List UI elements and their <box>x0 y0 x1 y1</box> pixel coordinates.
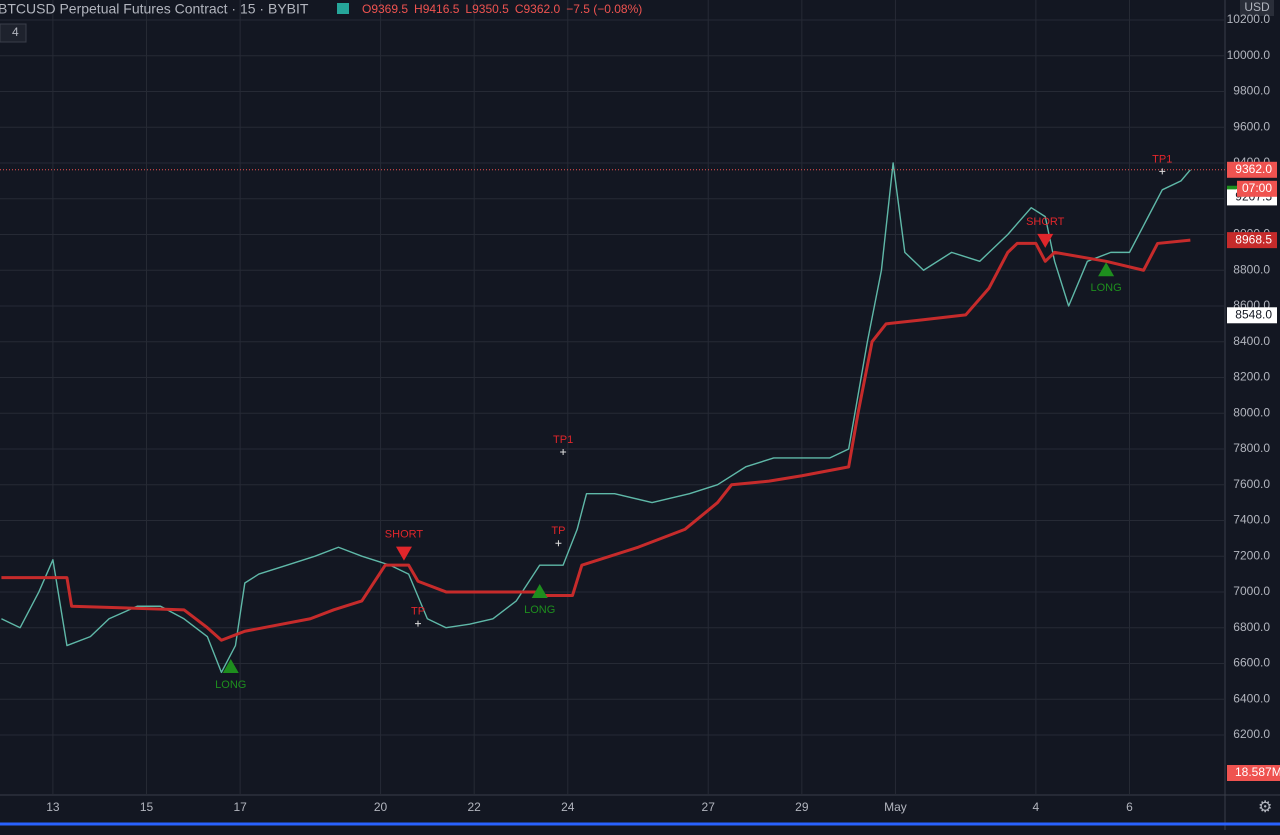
grid <box>0 0 1225 795</box>
tp-marker <box>415 620 422 627</box>
long-marker <box>1098 262 1115 277</box>
ohlc-value: C9362.0 <box>515 2 561 16</box>
signal-label: TP <box>411 606 425 618</box>
countdown: 07:00 <box>1242 181 1272 195</box>
tp-marker <box>560 449 567 456</box>
y-tick-label: 10000.0 <box>1227 48 1271 62</box>
price-tag <box>1227 307 1277 324</box>
tp-marker <box>555 540 562 547</box>
y-tick-label: 7800.0 <box>1233 441 1270 455</box>
x-tick-label: May <box>884 800 907 814</box>
signal-label: LONG <box>1091 282 1122 294</box>
countdown-tag <box>1237 180 1277 197</box>
ohlc-value: O9369.5 <box>362 2 408 16</box>
ohlc-value: −7.5 (−0.08%) <box>566 2 642 16</box>
x-tick-label: 4 <box>1033 800 1040 814</box>
x-tick-label: 22 <box>467 800 481 814</box>
volume-label: 18.587M <box>1235 765 1280 779</box>
x-tick-label: 6 <box>1126 800 1133 814</box>
y-tick-label: 6800.0 <box>1233 620 1270 634</box>
ohlc-legend: O9369.5 H9416.5 L9350.5 C9362.0 −7.5 (−0.08%… <box>362 2 642 16</box>
settings-icon[interactable]: ⚙ <box>1258 799 1272 816</box>
y-tick-label: 6200.0 <box>1233 727 1270 741</box>
y-tick-label: 8400.0 <box>1233 334 1270 348</box>
signal-label: LONG <box>215 679 246 691</box>
y-tick-label: 10200.0 <box>1227 12 1271 26</box>
signal-label: TP1 <box>553 434 573 446</box>
volume-tag <box>1227 765 1280 781</box>
x-tick-label: 17 <box>233 800 247 814</box>
ohlc-value: L9350.5 <box>465 2 509 16</box>
y-tick-label: 6600.0 <box>1233 656 1270 670</box>
x-tick-label: 29 <box>795 800 809 814</box>
long-marker <box>222 659 239 674</box>
x-tick-label: 27 <box>702 800 716 814</box>
x-tick-label: 15 <box>140 800 154 814</box>
status-flag[interactable] <box>337 3 349 14</box>
currency-box <box>1240 0 1274 16</box>
long-marker <box>531 583 548 598</box>
signal-label: SHORT <box>1026 216 1065 228</box>
price-tag <box>1227 232 1277 249</box>
y-tick-label: 7600.0 <box>1233 477 1270 491</box>
indicator-toggle[interactable] <box>0 23 27 43</box>
short-marker <box>1037 233 1054 248</box>
x-tick-label: 24 <box>561 800 575 814</box>
currency: USD <box>1244 0 1270 14</box>
signal-label: TP1 <box>1152 153 1172 165</box>
price-tag-label: 8548.0 <box>1235 307 1272 321</box>
chart-title: BTCUSD Perpetual Futures Contract · 15 ·… <box>0 1 309 17</box>
signal-label: SHORT <box>385 529 424 541</box>
y-tick-label: 8800.0 <box>1233 262 1270 276</box>
price-tag-label: 9362.0 <box>1235 162 1272 176</box>
short-marker <box>395 546 412 561</box>
signal-label: TP <box>551 525 565 537</box>
y-tick-label: 9600.0 <box>1233 119 1270 133</box>
y-tick-label: 8200.0 <box>1233 370 1270 384</box>
price-tag-label: 8968.5 <box>1235 232 1272 246</box>
price-line <box>1 238 1191 642</box>
price-line <box>1 162 1191 674</box>
ohlc-value: H9416.5 <box>414 2 460 16</box>
y-tick-label: 6400.0 <box>1233 691 1270 705</box>
y-tick-label: 7400.0 <box>1233 513 1270 527</box>
price-tag <box>1227 161 1277 178</box>
x-tick-label: 13 <box>46 800 60 814</box>
y-tick-label: 7000.0 <box>1233 584 1270 598</box>
x-tick-label: 20 <box>374 800 388 814</box>
indicator-count: 4 <box>12 25 19 39</box>
y-tick-label: 8000.0 <box>1233 405 1270 419</box>
y-tick-label: 9800.0 <box>1233 84 1270 98</box>
y-tick-label: 7200.0 <box>1233 548 1270 562</box>
tp-marker <box>1159 168 1166 175</box>
signal-label: LONG <box>524 604 555 616</box>
plot: LONG SHORT TP LONG TP1 TP SHORT LONG TP1 <box>0 153 1225 691</box>
